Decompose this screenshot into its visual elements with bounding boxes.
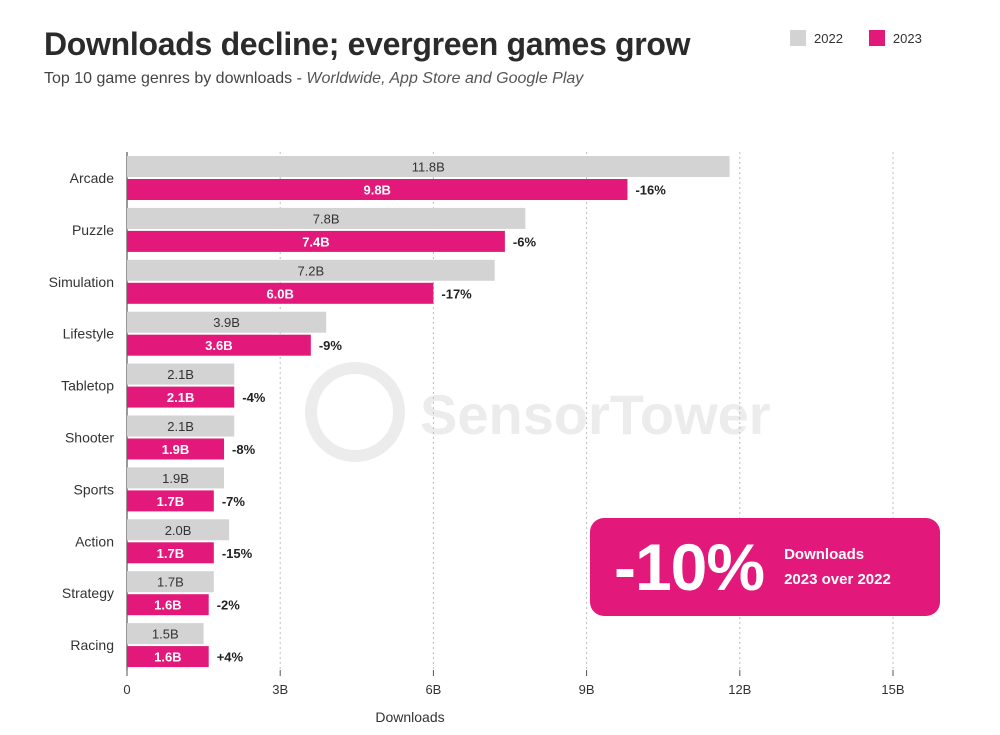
category-label-puzzle: Puzzle	[72, 222, 114, 238]
bar-label-2022-simulation: 7.2B	[297, 263, 324, 278]
watermark-text: SensorTower	[420, 383, 771, 446]
bar-label-2023-action: 1.7B	[157, 546, 184, 561]
x-tick-label-12B: 12B	[728, 682, 751, 697]
bar-2022-lifestyle	[127, 311, 327, 333]
bar-2022-strategy	[127, 571, 214, 593]
change-label-simulation: -17%	[441, 286, 472, 301]
category-label-strategy: Strategy	[62, 585, 114, 601]
x-tick-label-6B: 6B	[425, 682, 441, 697]
change-label-strategy: -2%	[217, 598, 241, 613]
bar-2022-racing	[127, 623, 204, 645]
callout-line-2: 2023 over 2022	[784, 571, 891, 588]
bar-2023-simulation	[127, 282, 434, 304]
subtitle-source: Worldwide, App Store and Google Play	[306, 70, 584, 87]
bar-label-2022-puzzle: 7.8B	[313, 211, 340, 226]
legend-swatch-2022	[790, 30, 806, 46]
chart-title: Downloads decline; evergreen games grow	[44, 26, 691, 62]
x-tick-label-3B: 3B	[272, 682, 288, 697]
bar-2023-sports	[127, 490, 214, 512]
x-axis-label: Downloads	[375, 709, 444, 725]
change-label-tabletop: -4%	[242, 390, 266, 405]
callout-box: -10% Downloads 2023 over 2022	[590, 518, 940, 616]
change-label-sports: -7%	[222, 494, 246, 509]
category-label-racing: Racing	[70, 637, 114, 653]
change-label-racing: +4%	[217, 650, 244, 665]
category-label-shooter: Shooter	[65, 430, 114, 446]
bar-2023-shooter	[127, 438, 225, 460]
legend-item-2023: 2023	[868, 30, 922, 46]
bar-2022-simulation	[127, 259, 495, 281]
callout-line-1: Downloads	[784, 546, 865, 563]
bar-label-2023-sports: 1.7B	[157, 494, 184, 509]
bar-label-2022-strategy: 1.7B	[157, 575, 184, 590]
change-label-lifestyle: -9%	[319, 338, 343, 353]
change-label-action: -15%	[222, 546, 253, 561]
x-tick-label-15B: 15B	[881, 682, 904, 697]
legend-item-2022: 2022	[790, 30, 843, 46]
watermark-logo	[305, 362, 405, 462]
bar-2022-shooter	[127, 415, 235, 437]
bar-label-2023-simulation: 6.0B	[266, 286, 293, 301]
bar-label-2023-puzzle: 7.4B	[302, 234, 329, 249]
bar-label-2022-shooter: 2.1B	[167, 419, 194, 434]
bar-label-2023-arcade: 9.8B	[363, 183, 390, 198]
subtitle-main: Top 10 game genres by downloads -	[44, 70, 307, 87]
bar-2023-tabletop	[127, 386, 235, 408]
change-label-puzzle: -6%	[513, 234, 537, 249]
bar-2023-racing	[127, 646, 209, 668]
bar-2023-puzzle	[127, 230, 505, 252]
category-label-lifestyle: Lifestyle	[63, 326, 115, 342]
legend-swatch-2023	[868, 30, 885, 46]
bar-2023-strategy	[127, 594, 209, 616]
bar-label-2023-strategy: 1.6B	[154, 598, 181, 613]
bar-2022-puzzle	[127, 207, 526, 229]
bar-label-2022-action: 2.0B	[165, 523, 192, 538]
x-tick-label-0: 0	[123, 682, 130, 697]
bar-label-2023-tabletop: 2.1B	[167, 390, 194, 405]
bar-2023-lifestyle	[127, 334, 311, 356]
change-label-shooter: -8%	[232, 442, 256, 457]
callout-value: -10%	[614, 530, 765, 604]
category-label-sports: Sports	[74, 481, 114, 497]
category-label-tabletop: Tabletop	[61, 378, 114, 394]
legend-label-2022: 2022	[814, 30, 843, 46]
chart-subtitle: Top 10 game genres by downloads - Worldw…	[44, 70, 583, 88]
x-tick-label-9B: 9B	[579, 682, 595, 697]
bar-label-2023-shooter: 1.9B	[162, 442, 189, 457]
bar-label-2022-lifestyle: 3.9B	[213, 315, 240, 330]
bar-label-2022-arcade: 11.8B	[412, 160, 445, 175]
callout-caption: Downloads 2023 over 2022	[784, 542, 891, 592]
bar-2023-action	[127, 542, 214, 564]
change-label-arcade: -16%	[635, 183, 666, 198]
bar-2022-tabletop	[127, 363, 235, 385]
bar-label-2022-racing: 1.5B	[152, 627, 179, 642]
bar-2022-arcade	[127, 156, 730, 177]
bar-2023-arcade	[127, 179, 628, 200]
bar-2022-sports	[127, 467, 225, 489]
bar-2022-action	[127, 519, 230, 541]
bar-label-2023-racing: 1.6B	[154, 650, 181, 665]
bar-label-2022-tabletop: 2.1B	[167, 367, 194, 382]
bar-label-2023-lifestyle: 3.6B	[205, 338, 232, 353]
bar-label-2022-sports: 1.9B	[162, 471, 189, 486]
category-label-arcade: Arcade	[70, 170, 115, 186]
legend-label-2023: 2023	[892, 30, 922, 46]
legend: 2022 2023	[790, 30, 948, 46]
category-label-action: Action	[75, 533, 114, 549]
category-label-simulation: Simulation	[49, 274, 114, 290]
